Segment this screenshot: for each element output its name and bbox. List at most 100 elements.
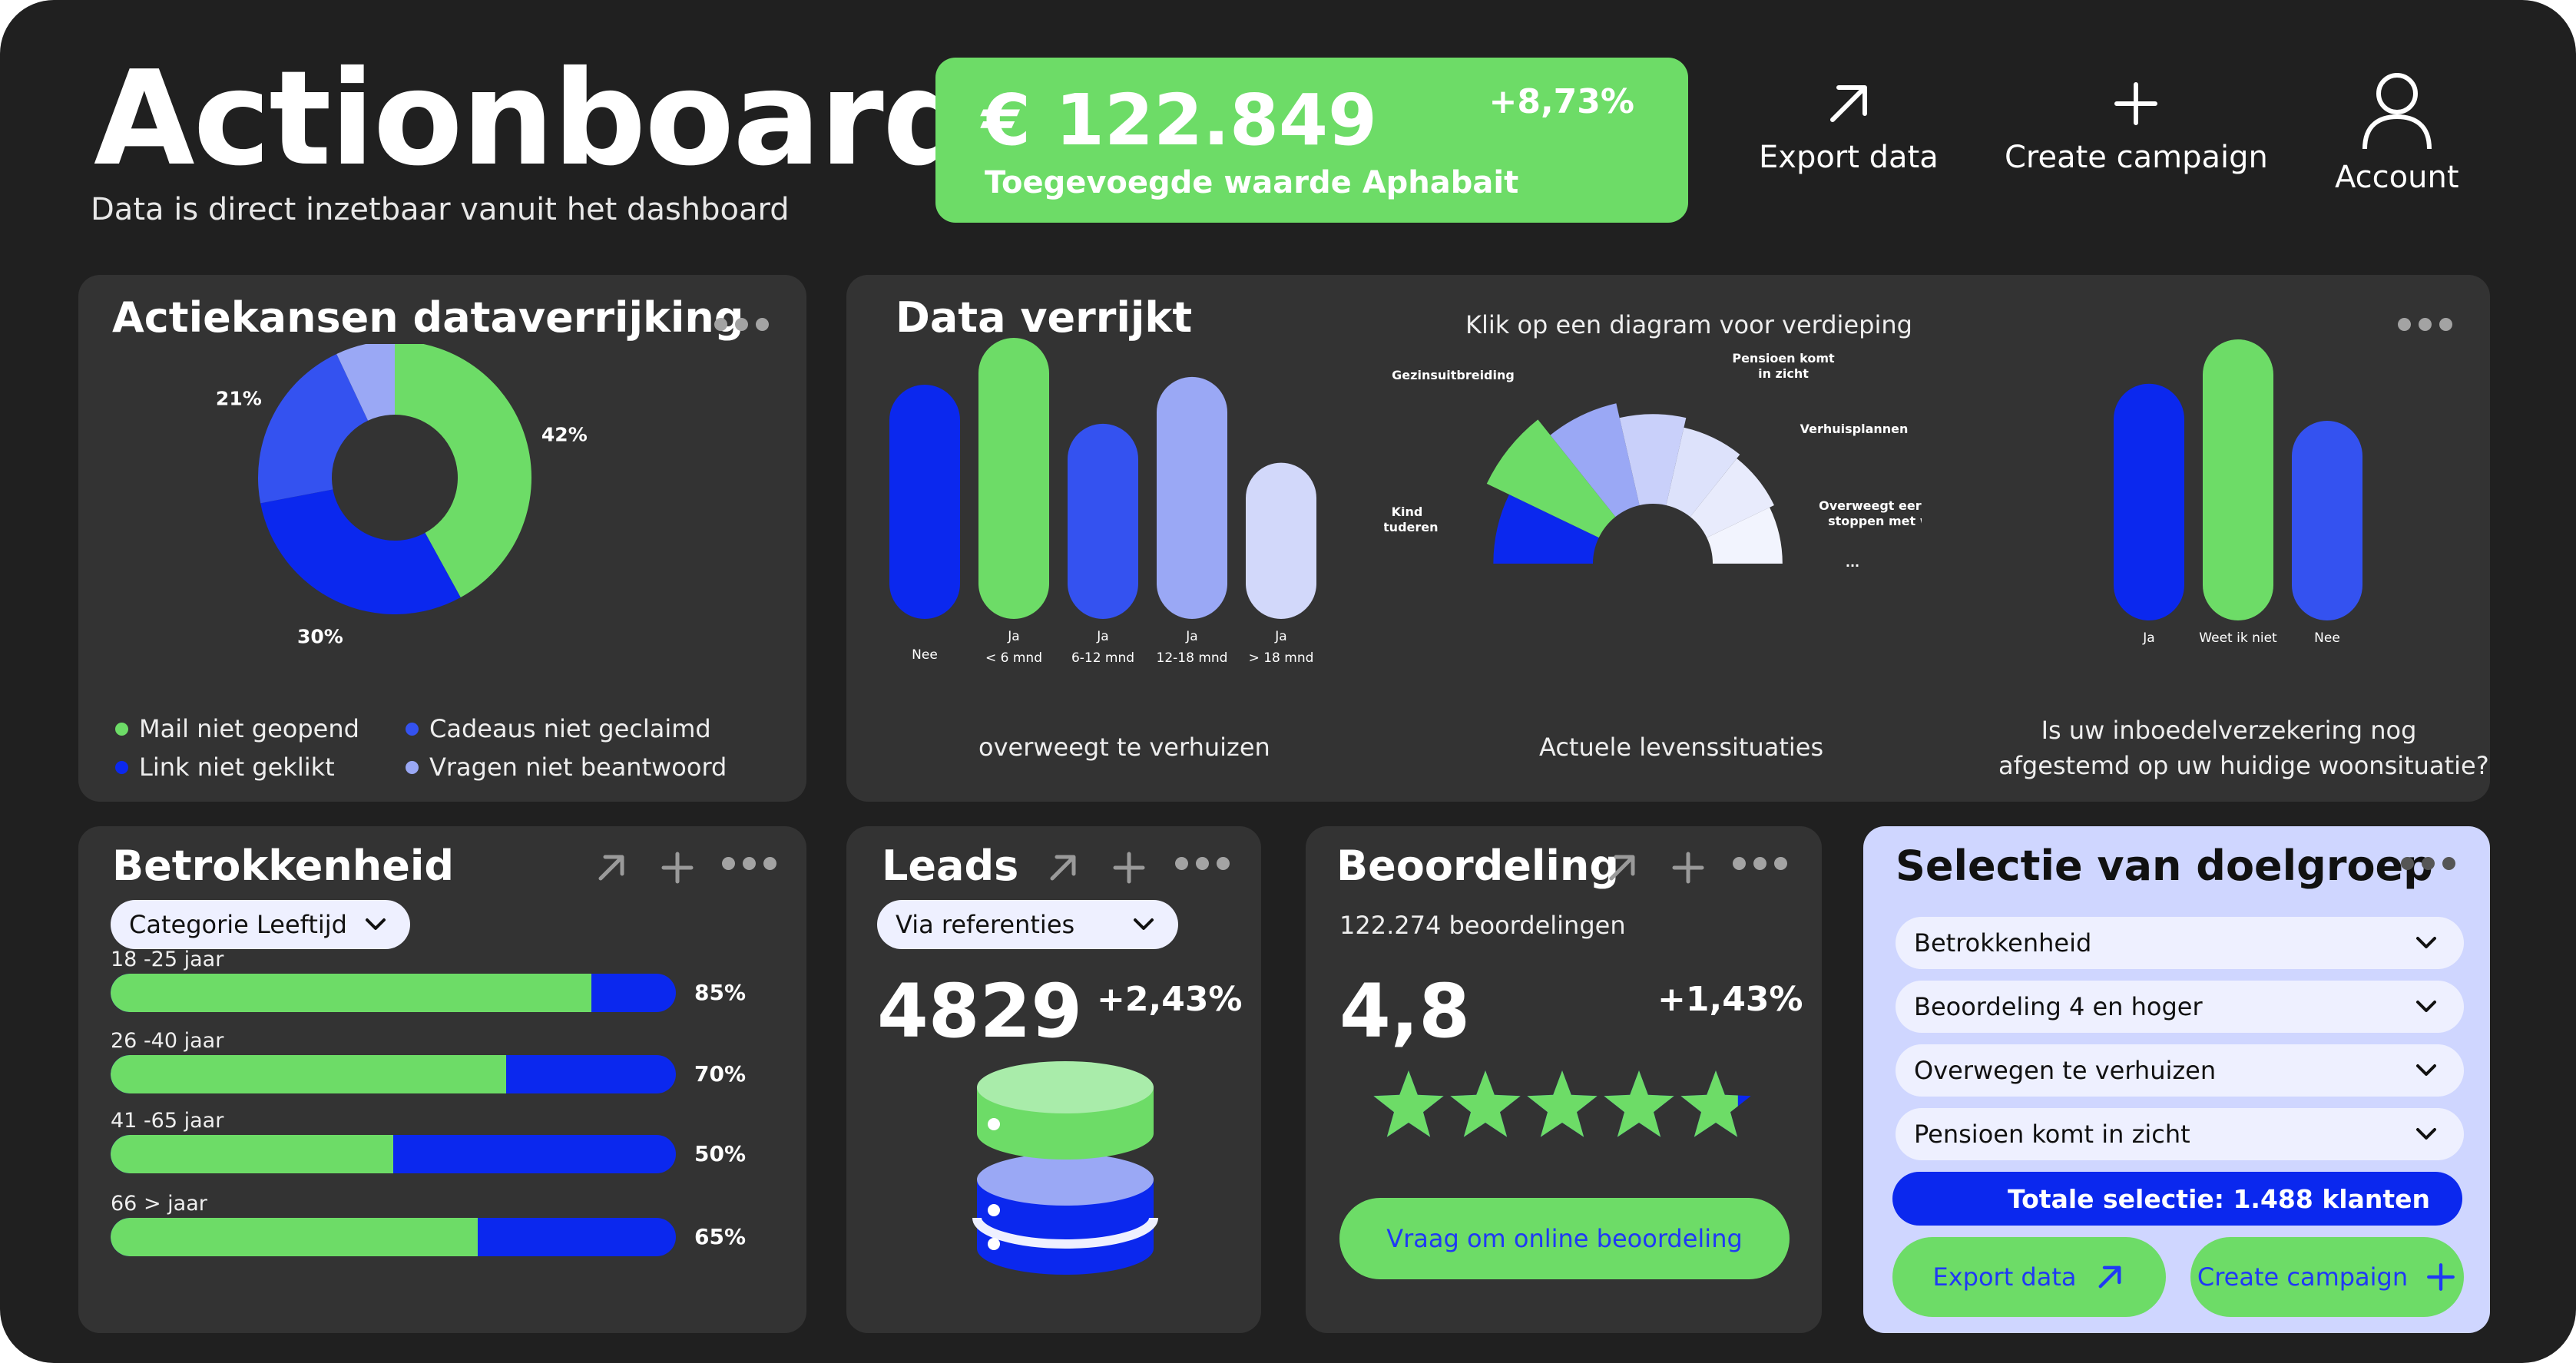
plus-icon[interactable] [1670,849,1707,886]
bar-category-label: > 18 mnd [1249,650,1314,666]
bar-category-label: 6-12 mnd [1071,650,1134,666]
request-review-button[interactable]: Vraag om online beoordeling [1339,1198,1790,1279]
filter-betrokkenheid[interactable]: Betrokkenheid [1896,917,2464,969]
bar-category-label: Ja [1096,629,1108,644]
plus-icon[interactable] [1111,849,1147,886]
donut-slice[interactable] [336,344,395,421]
arrow-up-right-icon[interactable] [1045,849,1081,886]
beoordeling-title: Beoordeling [1336,842,1620,890]
chevron-down-icon [366,918,386,930]
verhuizen-bar-chart[interactable]: Nee Ja < 6 mnd Ja 6-12 mnd Ja 12-18 mnd Ja > 18 … [877,336,1353,690]
betrokkenheid-card: Betrokkenheid Categorie Leeftijd 18 -25 … [78,826,806,1333]
age-group-label: 41 -65 jaar [111,1109,224,1133]
radial-segment[interactable] [1707,507,1783,564]
data-verrijkt-card: Data verrijkt Klik op een diagram voor v… [846,275,2490,802]
segment-label: Overweegt eerder te [1819,498,1922,513]
leads-card: Leads Via referenties 4829 +2,43% [846,826,1261,1333]
more-options-icon[interactable] [714,318,769,331]
bar-value-label: 50% [694,1141,747,1166]
filter-pensioen[interactable]: Pensioen komt in zicht [1896,1108,2464,1160]
donut-slice[interactable] [258,353,369,504]
radial-segment[interactable] [1690,458,1774,538]
inboedel-bar-chart[interactable]: Ja Weet ik niet Nee [2091,336,2367,659]
segment-label: ... [1846,555,1859,570]
actiekansen-card: Actiekansen dataverrijking 42%30%21%7% M… [78,275,806,802]
filter-beoordeling[interactable]: Beoordeling 4 en hoger [1896,981,2464,1033]
legend-swatch [115,722,128,736]
age-group-label: 66 > jaar [111,1192,207,1216]
radial-segment[interactable] [1666,427,1740,518]
leads-value: 4829 [877,968,1083,1054]
bar[interactable] [978,338,1049,619]
category-select[interactable]: Categorie Leeftijd [111,900,410,949]
bar-category-label: Ja [1007,629,1019,644]
added-value-label: Toegevoegde waarde Aphabait [985,165,1519,200]
bar-fill [111,1055,507,1093]
leads-delta: +2,43% [1097,980,1243,1019]
segment-label: Verhuisplannen [1800,422,1909,436]
segment-label: Pensioen komt [1732,352,1835,366]
star-fill [1527,1070,1598,1137]
database-icon [972,1061,1158,1275]
selection-export-button[interactable]: Export data [1892,1237,2166,1317]
bar[interactable] [2292,420,2362,620]
more-options-icon[interactable] [2398,318,2452,331]
arrow-up-right-icon [1829,85,1867,122]
legend-item: Vragen niet beantwoord [406,753,727,782]
donut-slice[interactable] [395,344,531,597]
bar[interactable] [1246,462,1316,619]
radial-segment[interactable] [1493,494,1599,564]
app-subtitle: Data is direct inzetbaar vanuit het dash… [91,192,790,227]
leads-source-select[interactable]: Via referenties [877,900,1178,949]
segment-label: Gezinsuitbreiding [1392,368,1515,382]
donut-slice[interactable] [260,489,461,614]
levenssituaties-caption: Actuele levenssituaties [1539,733,1824,762]
star-fill [1604,1070,1674,1137]
app-title: Actionboard [94,43,975,195]
more-options-icon[interactable] [722,857,776,870]
filter-verhuizen[interactable]: Overwegen te verhuizen [1896,1044,2464,1097]
bar-fill [111,1135,393,1173]
bar-category-label: Ja [1185,629,1197,644]
legend-label: Cadeaus niet geclaimd [429,714,711,743]
plus-icon[interactable] [659,849,696,886]
arrow-up-right-icon [2098,1265,2121,1289]
added-value-delta: +8,73% [1488,82,1634,121]
bar[interactable] [1068,423,1138,619]
selection-create-button[interactable]: Create campaign [2190,1237,2464,1317]
verhuizen-caption: overweegt te verhuizen [978,733,1270,762]
selection-create-label: Create campaign [2197,1262,2409,1292]
radial-segment[interactable] [1619,414,1687,505]
account-button[interactable]: Account [2335,71,2459,195]
export-data-label: Export data [1759,140,1939,175]
filter-label: Pensioen komt in zicht [1914,1120,2190,1149]
slice-value-label: 21% [216,387,262,409]
create-campaign-button[interactable]: Create campaign [2005,77,2268,175]
bar-category-label: Ja [2142,630,2154,646]
bar[interactable] [1157,376,1227,619]
user-icon [2362,73,2432,150]
arrow-up-right-icon[interactable] [593,849,630,886]
more-options-icon[interactable] [2401,857,2455,870]
create-campaign-label: Create campaign [2005,140,2268,175]
export-data-button[interactable]: Export data [1759,77,1939,175]
more-options-icon[interactable] [1733,857,1787,870]
bar[interactable] [2114,383,2184,620]
added-value-card: € 122.849 +8,73% Toegevoegde waarde Apha… [935,58,1688,223]
radial-segment[interactable] [1550,403,1640,518]
radial-segment[interactable] [1486,419,1616,538]
levenssituaties-chart[interactable]: KindstuderenGezinsuitbreidingVerandering… [1384,352,1922,659]
bar[interactable] [2203,339,2273,620]
star-fill [1373,1070,1444,1137]
segment-label: studeren [1384,520,1439,534]
segment-label: Kind [1392,505,1423,519]
chevron-down-icon [2416,937,2436,948]
arrow-up-right-icon[interactable] [1604,849,1641,886]
betrokkenheid-title: Betrokkenheid [112,842,454,890]
bar[interactable] [889,385,960,619]
segment-label: in zicht [1758,366,1809,381]
actiekansen-donut-chart[interactable]: 42%30%21%7% [78,344,806,667]
more-options-icon[interactable] [1175,857,1230,870]
bar-fill [111,974,591,1012]
chevron-down-icon [2416,1001,2436,1012]
